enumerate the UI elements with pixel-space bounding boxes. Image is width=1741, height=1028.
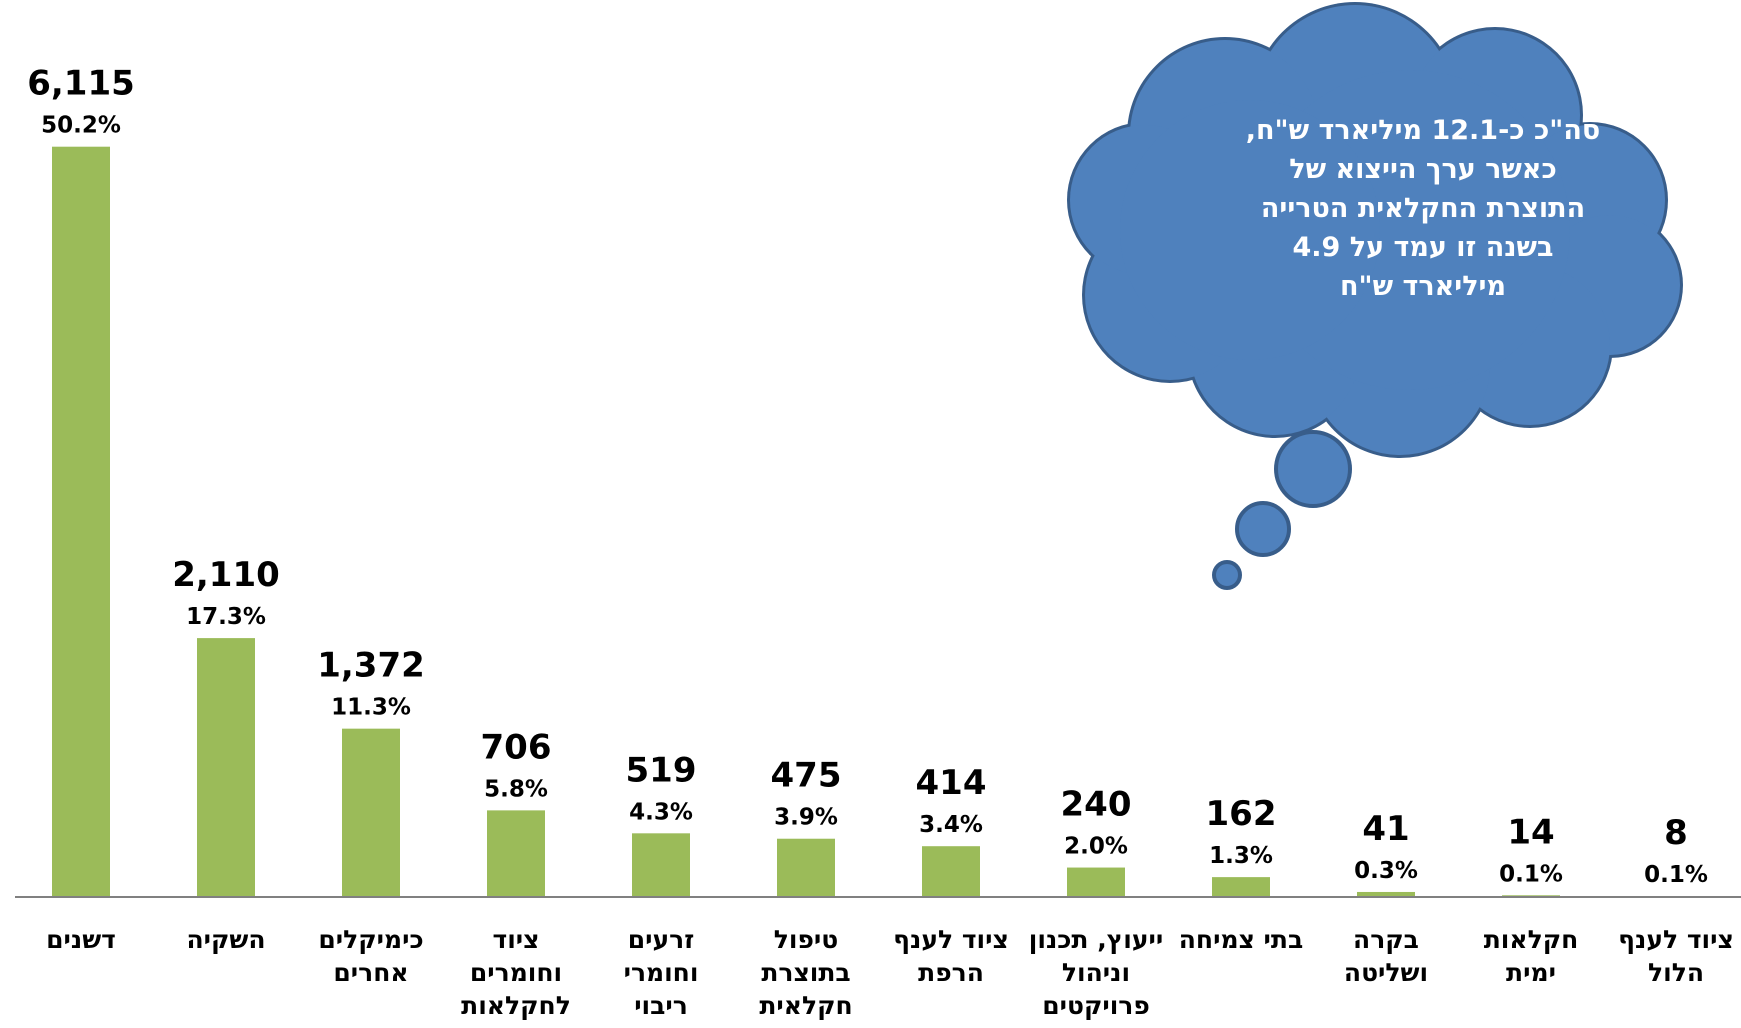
callout-line-2: התוצרת החקלאית הטרייה: [1261, 193, 1585, 224]
category-label-8: בתי צמיחה: [1179, 925, 1304, 954]
category-label-11-line-1: הלול: [1648, 958, 1704, 987]
percent-label-3: 5.8%: [484, 776, 548, 802]
value-label-6: 414: [916, 763, 987, 803]
percent-label-7: 2.0%: [1064, 834, 1128, 860]
value-label-4: 519: [626, 750, 697, 790]
category-label-5-line-1: בתוצרת: [761, 958, 850, 987]
bar-8: [1212, 877, 1270, 897]
category-label-6: ציוד לענף הרפת: [893, 925, 1009, 987]
category-label-4-line-2: ריבוי: [634, 991, 688, 1020]
category-label-3-line-2: לחקלאות: [461, 991, 571, 1020]
category-label-0: דשנים: [46, 925, 116, 954]
percent-label-5: 3.9%: [774, 805, 838, 831]
thought-bubble-0: [1274, 430, 1352, 508]
callout-cloud: סה"כ כ-12.1 מיליארד ש"ח, כאשר ערך הייצוא …: [1067, 2, 1683, 590]
category-label-5-line-0: טיפול: [774, 925, 839, 954]
bar-0: [52, 146, 110, 897]
category-label-10: חקלאות ימית: [1484, 925, 1579, 987]
category-label-7-line-0: ייעוץ, תכנון: [1029, 925, 1163, 954]
value-label-3: 706: [481, 727, 552, 767]
category-label-2-line-1: אחרים: [333, 958, 408, 987]
category-label-2-line-0: כימיקלים: [318, 925, 423, 954]
bar-6: [922, 846, 980, 897]
category-label-4: זרעים וחומרי ריבוי: [624, 925, 699, 1020]
percent-label-11: 0.1%: [1644, 862, 1708, 888]
category-label-9-line-1: ושליטה: [1344, 958, 1428, 987]
category-label-1-line-0: השקיה: [186, 925, 265, 954]
category-label-3-line-1: וחומרים: [470, 958, 562, 987]
category-label-9-line-0: בקרה: [1353, 925, 1419, 954]
category-label-7: ייעוץ, תכנון וניהול פרויקטים: [1029, 925, 1163, 1020]
category-label-11-line-0: ציוד לענף: [1618, 925, 1734, 954]
percent-label-0: 50.2%: [41, 113, 121, 139]
category-label-10-line-0: חקלאות: [1484, 925, 1579, 954]
category-label-11: ציוד לענף הלול: [1618, 925, 1734, 987]
bar-3: [487, 810, 545, 897]
category-label-8-line-0: בתי צמיחה: [1179, 925, 1304, 954]
bar-9: [1357, 891, 1415, 897]
callout-line-0: סה"כ כ-12.1 מיליארד ש"ח,: [1246, 115, 1601, 146]
thought-bubble-2: [1212, 560, 1242, 590]
category-label-4-line-0: זרעים: [628, 925, 694, 954]
category-label-5-line-2: חקלאית: [759, 991, 852, 1020]
bar-1: [197, 638, 255, 897]
callout-line-1: כאשר ערך הייצוא של: [1289, 154, 1557, 185]
value-label-10: 14: [1507, 812, 1554, 852]
percent-label-10: 0.1%: [1499, 861, 1563, 887]
bar-2: [342, 728, 400, 897]
percent-label-8: 1.3%: [1209, 843, 1273, 869]
bar-4: [632, 833, 690, 897]
bar-5: [777, 838, 835, 897]
category-label-9: בקרה ושליטה: [1344, 925, 1428, 987]
category-label-2: כימיקלים אחרים: [318, 925, 423, 987]
callout-text: סה"כ כ-12.1 מיליארד ש"ח, כאשר ערך הייצוא …: [1246, 115, 1601, 302]
value-label-9: 41: [1362, 809, 1409, 849]
value-label-7: 240: [1061, 785, 1132, 825]
category-label-3: ציוד וחומרים לחקלאות: [461, 925, 571, 1020]
percent-label-4: 4.3%: [629, 799, 693, 825]
category-label-6-line-1: הרפת: [918, 958, 984, 987]
category-label-0-line-0: דשנים: [46, 925, 116, 954]
value-label-1: 2,110: [172, 555, 280, 595]
category-label-4-line-1: וחומרי: [624, 958, 699, 987]
bar-7: [1067, 867, 1125, 897]
category-label-7-line-2: פרויקטים: [1042, 991, 1150, 1020]
value-label-0: 6,115: [27, 64, 135, 104]
labels-group: 6,115 50.2% דשנים 2,110 17.3% השקיה 1,372 11.3%…: [27, 64, 1734, 1020]
value-label-8: 162: [1206, 794, 1277, 834]
category-label-5: טיפול בתוצרת חקלאית: [759, 925, 852, 1020]
bars-group: [52, 146, 1705, 898]
thought-bubble-1: [1235, 501, 1291, 557]
percent-label-9: 0.3%: [1354, 858, 1418, 884]
value-label-2: 1,372: [317, 646, 425, 686]
percent-label-2: 11.3%: [331, 695, 411, 721]
callout-line-3: בשנה זו עמד על 4.9: [1293, 232, 1554, 263]
category-label-6-line-0: ציוד לענף: [893, 925, 1009, 954]
category-label-3-line-0: ציוד: [493, 925, 540, 954]
percent-label-6: 3.4%: [919, 812, 983, 838]
category-label-1: השקיה: [186, 925, 265, 954]
category-label-7-line-1: וניהול: [1062, 958, 1130, 987]
percent-label-1: 17.3%: [186, 604, 266, 630]
callout-line-4: מיליארד ש"ח: [1340, 271, 1506, 302]
value-label-5: 475: [771, 756, 842, 796]
category-label-10-line-1: ימית: [1506, 958, 1556, 987]
value-label-11: 8: [1664, 813, 1688, 853]
